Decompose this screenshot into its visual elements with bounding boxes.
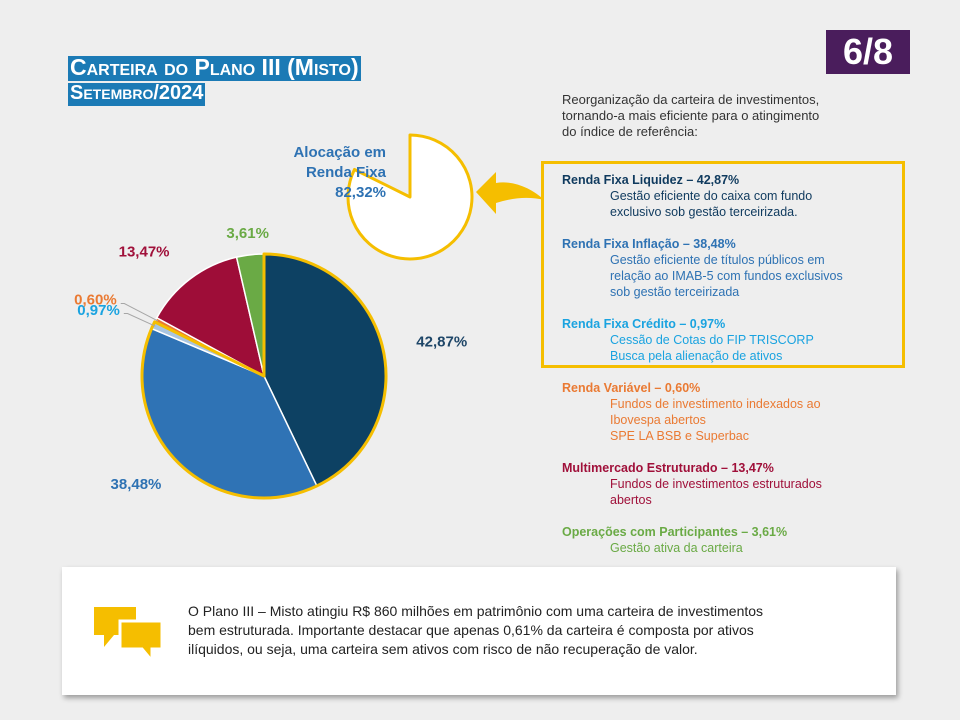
category-description: Gestão eficiente do caixa com fundo exclu… [562, 188, 902, 220]
category-item: Renda Fixa Inflação – 38,48% Gestão efici… [562, 236, 902, 300]
pie-data-label: 0,60% [74, 292, 117, 309]
chat-bubbles-icon [94, 607, 164, 663]
category-item: Renda Fixa Liquidez – 42,87% Gestão efici… [562, 172, 902, 220]
intro-text: Reorganização da carteira de investiment… [562, 92, 882, 140]
summary-callout: O Plano III – Misto atingiu R$ 860 milhõ… [62, 567, 896, 695]
summary-text: O Plano III – Misto atingiu R$ 860 milhõ… [188, 602, 868, 659]
category-description-line: Gestão eficiente de títulos públicos em [610, 253, 825, 267]
fixed-income-inset: Alocação em Renda Fixa 82,32% [293, 133, 474, 261]
category-description-line: abertos [610, 493, 652, 507]
summary-line: O Plano III – Misto atingiu R$ 860 milhõ… [188, 603, 764, 619]
category-description: Fundos de investimento indexados ao Ibove… [562, 396, 902, 444]
category-description-line: Busca pela alienação de ativos [610, 349, 783, 363]
category-description: Gestão ativa da carteira [562, 540, 902, 556]
pie-data-label: 38,48% [111, 476, 162, 493]
inset-label: Renda Fixa [306, 164, 387, 181]
pie-data-label: 3,61% [226, 225, 269, 242]
category-title: Renda Fixa Crédito – 0,97% [562, 317, 726, 331]
pie-leader-line [120, 302, 159, 322]
page-subtitle-date: Setembro/2024 [68, 82, 206, 106]
inset-label: Alocação em [293, 144, 386, 161]
category-title: Renda Fixa Inflação – 38,48% [562, 237, 736, 251]
fixed-income-outline [140, 252, 388, 500]
category-item: Renda Fixa Crédito – 0,97% Cessão de Cota… [562, 316, 902, 364]
arrow-icon [476, 172, 544, 214]
intro-line: do índice de referência: [562, 124, 698, 139]
category-description: Fundos de investimentos estruturados aber… [562, 476, 902, 508]
page-number-badge: 6/8 [826, 30, 910, 74]
category-description-line: relação ao IMAB-5 com fundos exclusivos [610, 269, 843, 283]
category-description-line: Ibovespa abertos [610, 413, 706, 427]
pie-leader-line [123, 313, 156, 327]
pie-data-label: 13,47% [119, 244, 170, 261]
category-item: Renda Variável – 0,60% Fundos de investim… [562, 380, 902, 444]
pie-slices [140, 252, 388, 500]
category-item: Operações com Participantes – 3,61% Gestã… [562, 524, 902, 556]
pie-slice [155, 256, 266, 378]
category-title: Renda Variável – 0,60% [562, 381, 701, 395]
pie-data-label: 0,97% [77, 302, 120, 319]
category-description-line: Fundos de investimentos estruturados [610, 477, 822, 491]
category-title: Operações com Participantes – 3,61% [562, 525, 788, 539]
summary-line: bem estruturada. Importante destacar que… [188, 622, 754, 638]
category-description-line: Fundos de investimento indexados ao [610, 397, 821, 411]
pie-leader-lines [120, 302, 159, 327]
category-list: Renda Fixa Liquidez – 42,87% Gestão efici… [562, 172, 902, 572]
category-description: Gestão eficiente de títulos públicos em r… [562, 252, 902, 300]
category-description-line: exclusivo sob gestão terceirizada. [610, 205, 798, 219]
category-description-line: Gestão eficiente do caixa com fundo [610, 189, 813, 203]
summary-line: ilíquidos, ou seja, uma carteira sem ati… [188, 641, 698, 657]
category-title: Renda Fixa Liquidez – 42,87% [562, 173, 740, 187]
inset-label: 82,32% [335, 184, 386, 201]
category-description-line: SPE LA BSB e Superbac [610, 429, 749, 443]
inset-slice [346, 133, 474, 261]
intro-line: tornando-a mais eficiente para o atingim… [562, 108, 820, 123]
category-description-line: sob gestão terceirizada [610, 285, 740, 299]
category-item: Multimercado Estruturado – 13,47% Fundos … [562, 460, 902, 508]
category-description-line: Gestão ativa da carteira [610, 541, 743, 555]
page-title: Carteira do Plano III (Misto) [68, 54, 361, 81]
category-description-line: Cessão de Cotas do FIP TRISCORP [610, 333, 814, 347]
pie-data-label: 42,87% [416, 333, 467, 350]
category-title: Multimercado Estruturado – 13,47% [562, 461, 774, 475]
pie-labels: 42,87% 38,48% 0,97%0,60% 13,47% 3,61% [74, 225, 467, 493]
category-description: Cessão de Cotas do FIP TRISCORP Busca pel… [562, 332, 902, 364]
fixed-income-highlight-box [541, 161, 905, 368]
intro-line: Reorganização da carteira de investiment… [562, 92, 820, 107]
